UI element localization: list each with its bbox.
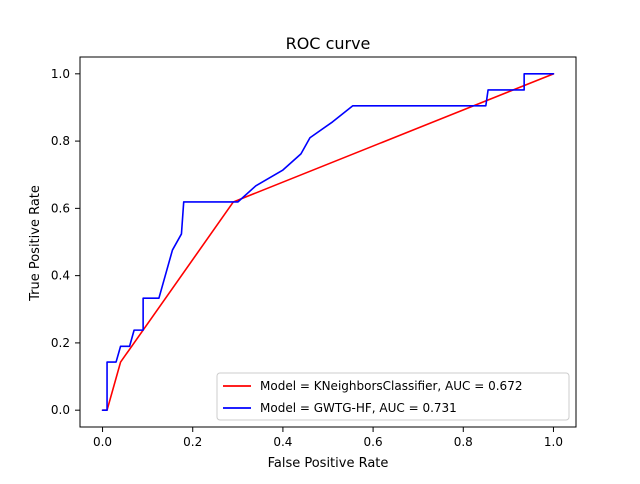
x-tick-label: 0.2 [183, 435, 202, 449]
y-tick-label: 0.2 [51, 336, 70, 350]
y-tick-label: 0.8 [51, 134, 70, 148]
x-tick-label: 0.8 [454, 435, 473, 449]
y-tick-label: 1.0 [51, 67, 70, 81]
y-tick-label: 0.0 [51, 403, 70, 417]
legend-label-1: Model = GWTG-HF, AUC = 0.731 [260, 401, 457, 415]
chart-title: ROC curve [286, 34, 371, 53]
x-tick-label: 0.6 [364, 435, 383, 449]
legend-box [216, 372, 570, 421]
y-tick-label: 0.4 [51, 269, 70, 283]
x-tick-label: 0.0 [93, 435, 112, 449]
legend-label-0: Model = KNeighborsClassifier, AUC = 0.67… [260, 379, 522, 393]
x-axis-label: False Positive Rate [268, 456, 389, 471]
x-tick-label: 1.0 [544, 435, 563, 449]
x-tick-label: 0.4 [273, 435, 292, 449]
y-tick-label: 0.6 [51, 201, 70, 215]
y-axis-label: True Positive Rate [28, 185, 43, 302]
plot-area-frame [79, 56, 577, 428]
series-line-1 [101, 73, 555, 411]
